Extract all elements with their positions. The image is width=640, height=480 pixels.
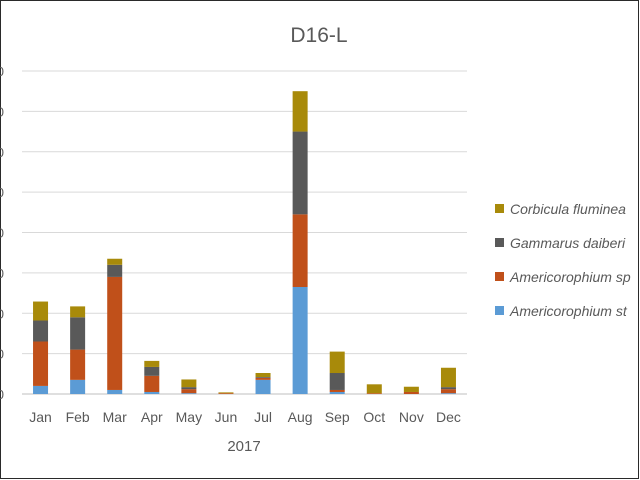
y-axis-tick-labels: 0 0 0 0 0 0 0 0 0 xyxy=(0,64,4,402)
bar-segment xyxy=(107,276,123,390)
bar-segment xyxy=(181,389,197,394)
y-tick-label: 0 xyxy=(0,387,4,402)
x-tick-label: Jan xyxy=(29,409,52,425)
x-tick-label: Mar xyxy=(103,409,127,425)
bar-segment xyxy=(403,386,419,392)
x-tick-label: Jul xyxy=(254,409,272,425)
bar-segment xyxy=(292,287,308,394)
legend-label: Corbicula fluminea xyxy=(510,201,626,217)
x-tick-label: Nov xyxy=(399,409,424,425)
bar-segment xyxy=(329,389,345,392)
bar-segment xyxy=(255,377,271,378)
bar-segment xyxy=(181,379,197,388)
y-tick-label: 0 xyxy=(0,306,4,321)
bar-segment xyxy=(366,384,382,394)
bar-segment xyxy=(107,389,123,394)
legend: Corbicula fluminea Gammarus daiberi Americ… xyxy=(495,201,631,319)
legend-swatch xyxy=(495,306,504,315)
y-tick-label: 0 xyxy=(0,104,4,119)
bar-segment xyxy=(255,379,271,394)
legend-label: Gammarus daiberi xyxy=(510,235,626,251)
bar-segment xyxy=(255,377,271,380)
chart-title: D16-L xyxy=(290,24,347,47)
bar-segment xyxy=(292,131,308,215)
y-tick-label: 0 xyxy=(0,185,4,200)
x-tick-label: Oct xyxy=(363,409,385,425)
bar-segment xyxy=(144,375,160,392)
legend-swatch xyxy=(495,272,504,281)
bar-segment xyxy=(292,91,308,132)
bar-segment xyxy=(440,389,456,394)
bar-segment xyxy=(292,214,308,288)
y-tick-label: 0 xyxy=(0,347,4,362)
bar-segment xyxy=(440,367,456,388)
bar-segment xyxy=(144,391,160,394)
bar-segment xyxy=(440,393,456,394)
x-tick-label: Apr xyxy=(141,409,163,425)
legend-swatch xyxy=(495,204,504,213)
legend-label: Americorophium st xyxy=(509,303,628,319)
y-tick-label: 0 xyxy=(0,226,4,241)
bar-segment xyxy=(329,373,345,390)
x-tick-label: May xyxy=(176,409,202,425)
bar-segment xyxy=(107,258,123,265)
bar-segment xyxy=(403,391,419,394)
bar-segment xyxy=(33,301,49,321)
x-tick-label: Feb xyxy=(66,409,90,425)
bar-segment xyxy=(329,351,345,374)
bar-segment xyxy=(218,392,234,394)
bar-segment xyxy=(33,320,49,342)
legend-label: Americorophium sp xyxy=(509,269,631,285)
bar-segment xyxy=(70,306,86,318)
bar-segment xyxy=(70,349,86,380)
x-tick-label: Sep xyxy=(325,409,350,425)
bar-segment xyxy=(70,379,86,394)
bar-segment xyxy=(329,391,345,394)
x-tick-label: Aug xyxy=(288,409,313,425)
bar-segment xyxy=(144,360,160,367)
bar-segment xyxy=(33,341,49,386)
bar-segment xyxy=(181,387,197,390)
bar-segment xyxy=(144,366,160,376)
bar-segment xyxy=(33,385,49,394)
x-tick-label: Dec xyxy=(436,409,461,425)
bar-segment xyxy=(440,387,456,390)
gridlines xyxy=(22,70,467,395)
y-tick-label: 0 xyxy=(0,266,4,281)
bars xyxy=(33,91,456,394)
bar-segment xyxy=(107,264,123,277)
x-axis-title: 2017 xyxy=(227,438,260,455)
y-tick-label: 0 xyxy=(0,64,4,79)
x-axis-tick-labels: Jan Feb Mar Apr May Jun Jul Aug Sep Oct Nov Dec xyxy=(29,409,461,425)
bar-segment xyxy=(181,393,197,394)
bar-segment xyxy=(366,393,382,394)
bar-segment xyxy=(70,317,86,350)
y-tick-label: 0 xyxy=(0,145,4,160)
x-tick-label: Jun xyxy=(215,409,238,425)
bar-segment xyxy=(255,373,271,378)
bar-segment xyxy=(218,393,234,394)
legend-swatch xyxy=(495,238,504,247)
